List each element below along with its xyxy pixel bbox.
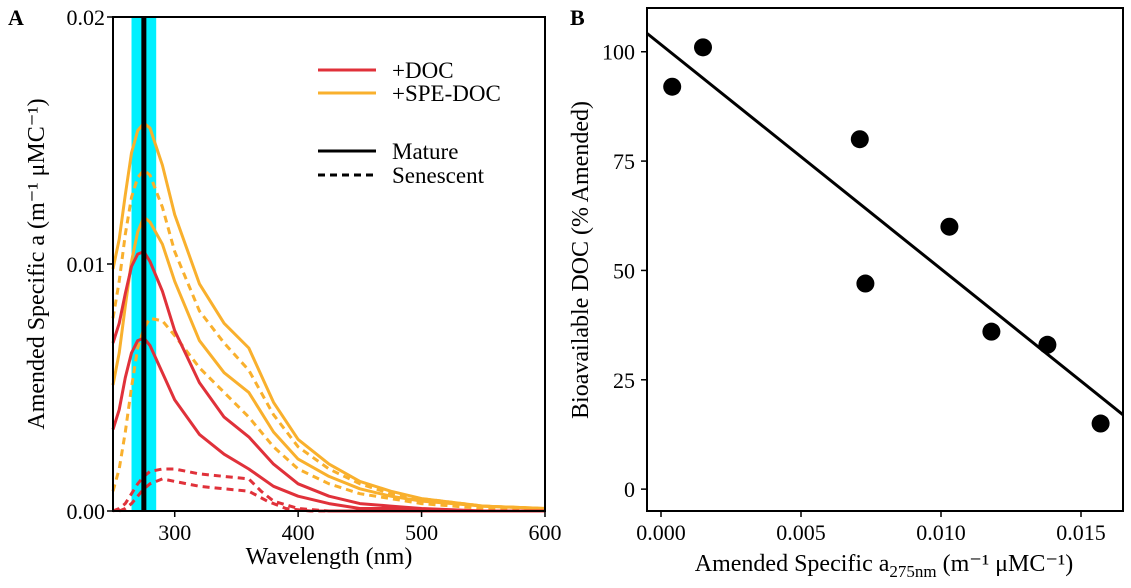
legend-label: Mature xyxy=(392,139,458,164)
y-tick-label: 0.02 xyxy=(67,5,106,30)
y-tick-label: 75 xyxy=(613,149,635,174)
y-tick-label: 100 xyxy=(602,40,635,65)
x-tick-label: 400 xyxy=(282,520,315,545)
scatter-point-6 xyxy=(1038,335,1057,354)
scatter-point-0 xyxy=(663,77,682,96)
series-line-0 xyxy=(111,121,546,510)
y-axis-ticks-b: 0 25 50 75 100 xyxy=(602,40,647,502)
x-tick-label: 0.015 xyxy=(1056,520,1106,545)
scatter-point-1 xyxy=(694,38,712,57)
fit-line xyxy=(646,32,1124,416)
x-tick-label: 0.005 xyxy=(776,520,826,545)
scatter-point-2 xyxy=(850,130,869,149)
scatter-point-5 xyxy=(982,322,1001,341)
series-line-1 xyxy=(111,215,546,510)
y-axis-ticks-a: 0.00 0.01 0.02 xyxy=(67,5,113,524)
y-tick-label: 0 xyxy=(624,477,635,502)
x-tick-label: 600 xyxy=(529,520,562,545)
x-tick-label: 0.010 xyxy=(916,520,966,545)
series-line-4 xyxy=(111,250,545,513)
x-axis-label-b-subscript: 275nm xyxy=(889,562,936,581)
panel-a: A 300 400 500 600 0.00 0.01 0.02 Wavelength (… xyxy=(8,5,562,570)
x-axis-label-b-units: (m⁻¹ μMC⁻¹) xyxy=(943,551,1074,577)
series-line-5 xyxy=(111,336,545,513)
scatter-points xyxy=(663,38,1110,433)
scatter-point-4 xyxy=(940,217,959,236)
y-tick-label: 0.01 xyxy=(67,252,106,277)
series-line-3 xyxy=(111,316,545,510)
regression-line xyxy=(646,32,1124,416)
scatter-point-3 xyxy=(856,274,875,293)
x-axis-label-a: Wavelength (nm) xyxy=(246,544,413,570)
x-axis-label-b: Amended Specific a275nm (m⁻¹ μMC⁻¹) xyxy=(695,551,1073,581)
x-tick-label: 500 xyxy=(405,520,438,545)
y-tick-label: 25 xyxy=(613,368,635,393)
x-axis-label-b-main: Amended Specific a xyxy=(695,551,890,577)
x-tick-label: 0.000 xyxy=(636,520,686,545)
legend-label: +DOC xyxy=(392,58,454,83)
y-tick-label: 50 xyxy=(613,258,635,283)
y-axis-label-b: Bioavailable DOC (% Amended) xyxy=(568,101,594,419)
y-axis-label-a: Amended Specific a (m⁻¹ μMC⁻¹) xyxy=(24,98,50,429)
panel-b-letter: B xyxy=(570,5,585,30)
scatter-point-7 xyxy=(1091,414,1110,433)
series-line-7 xyxy=(118,477,545,513)
plot-frame-b xyxy=(646,7,1124,512)
spectra-series-group xyxy=(111,121,546,513)
x-axis-ticks-a: 300 400 500 600 xyxy=(158,511,562,545)
legend-label: +SPE-DOC xyxy=(392,81,501,106)
panel-b: B 0.000 0.005 0.010 0.015 0 25 50 75 100 Amende… xyxy=(568,5,1124,581)
legend-label: Senescent xyxy=(392,163,485,188)
panel-a-letter: A xyxy=(8,5,24,30)
y-tick-label: 0.00 xyxy=(67,499,106,524)
series-line-2 xyxy=(111,168,546,510)
x-tick-label: 300 xyxy=(158,520,191,545)
x-axis-ticks-b: 0.000 0.005 0.010 0.015 xyxy=(636,511,1106,545)
